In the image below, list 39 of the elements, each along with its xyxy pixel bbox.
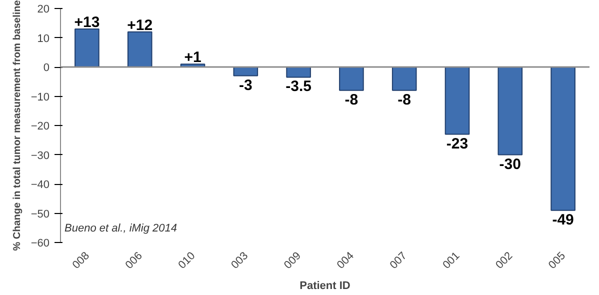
bar [392, 66, 417, 91]
bar [127, 31, 152, 68]
x-tick-label: 010 [176, 250, 198, 272]
x-tick-label: 006 [123, 250, 145, 272]
x-tick-label: 003 [229, 250, 251, 272]
y-tick-label: −30 [30, 150, 50, 162]
data-label: +13 [74, 14, 100, 31]
x-tick-label: 009 [282, 250, 304, 272]
data-label: -49 [552, 211, 574, 228]
bar [339, 66, 364, 91]
data-label: -8 [344, 91, 358, 108]
y-axis-title: % Change in total tumor measurement from baseline [12, 0, 23, 251]
bar [498, 66, 523, 156]
data-label: -3 [238, 76, 252, 94]
y-tick-label: 10 [37, 32, 50, 45]
annotation: Bueno et al., iMig 2014 [64, 222, 178, 234]
bar [444, 66, 470, 135]
data-label: -23 [446, 135, 468, 152]
x-tick-label: 004 [334, 250, 356, 272]
x-tick-label: 005 [546, 250, 568, 272]
y-tick-label: −10 [30, 91, 50, 104]
data-label: +1 [184, 49, 202, 66]
y-tick-label: 0 [43, 62, 50, 74]
y-tick-label: −50 [30, 208, 50, 220]
data-label: +12 [127, 16, 153, 34]
x-axis-title: Patient ID [300, 280, 350, 292]
x-tick-label: 001 [440, 250, 462, 272]
x-tick-label: 008 [70, 250, 92, 272]
bar [74, 28, 100, 68]
x-tick-label: 002 [494, 250, 516, 272]
data-label: -8 [398, 91, 412, 108]
bar [550, 66, 576, 211]
y-tick-label: −40 [30, 179, 50, 191]
y-tick-label: −20 [30, 120, 50, 132]
data-label: -30 [499, 156, 521, 173]
y-tick-label: −60 [30, 238, 50, 250]
y-tick-label: 20 [37, 4, 50, 16]
data-label: -3.5 [286, 78, 312, 96]
x-tick-label: 007 [388, 250, 410, 272]
